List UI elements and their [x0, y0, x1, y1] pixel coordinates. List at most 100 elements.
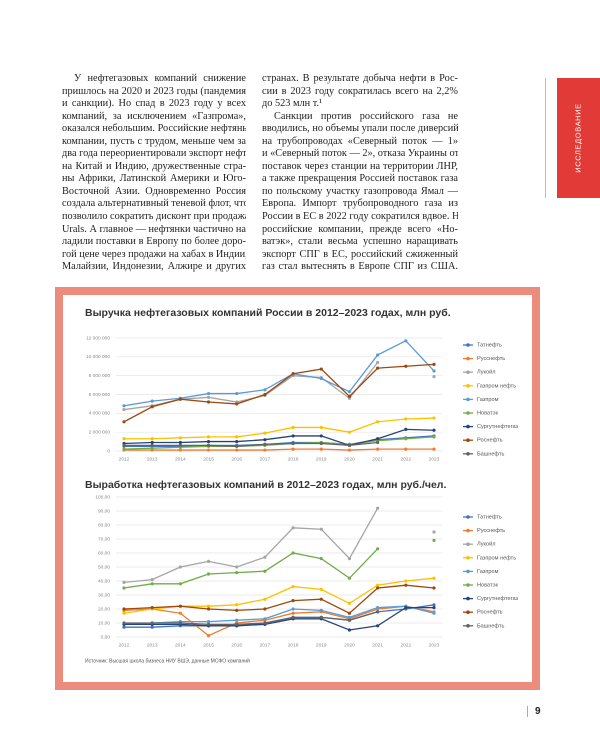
data-point [122, 611, 126, 615]
text-line: до 523 млн т.¹ [262, 98, 323, 110]
data-point [235, 565, 239, 569]
text-column: странах. В результате добыча нефти в Рос… [262, 73, 458, 274]
data-point [432, 576, 436, 580]
x-tick-label: 2012 [119, 642, 130, 648]
data-point [122, 437, 126, 441]
data-point [122, 621, 126, 625]
chart-title: Выручка нефтегазовых компаний России в 2… [85, 307, 451, 319]
legend-label: Татнефть [477, 342, 502, 348]
data-point [122, 443, 126, 447]
data-point [150, 606, 154, 610]
text-line: Европа. Импорт трубопроводного газа из [262, 198, 458, 210]
data-point [291, 372, 295, 376]
data-point [291, 526, 295, 530]
data-point [206, 559, 211, 564]
data-point [347, 443, 352, 447]
y-tick-label: 50,00 [98, 564, 110, 570]
data-point [178, 582, 182, 586]
data-point [376, 353, 380, 357]
data-point [347, 628, 352, 632]
series-line [124, 441, 378, 447]
legend-label: Газпром нефть [477, 383, 516, 389]
data-point [347, 611, 352, 615]
data-point [432, 530, 436, 534]
legend-swatch [466, 356, 470, 361]
text-line: оказался небольшим. Российские нефтяные [62, 123, 246, 135]
x-tick-label: 2012 [119, 456, 130, 462]
x-tick-label: 2019 [316, 456, 327, 462]
data-point [150, 625, 154, 629]
text-line: России в ЕС в 2022 году сократился вдвое… [262, 211, 458, 223]
legend-swatch [466, 624, 470, 628]
y-tick-label: 80,00 [98, 522, 110, 528]
data-point [376, 506, 380, 510]
data-point [432, 611, 436, 615]
legend-swatch [466, 569, 470, 574]
data-point [235, 402, 239, 406]
x-tick-label: 2020 [344, 642, 355, 648]
text-line: и санкции). Но спад в 2023 году у всех [62, 98, 246, 110]
data-point [235, 391, 239, 396]
data-point [206, 391, 211, 396]
data-point [178, 604, 182, 608]
data-point [319, 425, 323, 430]
x-tick-label: 2016 [231, 456, 242, 462]
legend-swatch [466, 610, 470, 614]
data-point [178, 440, 182, 445]
text-line: создала альтернативный теневой флот, что [62, 198, 246, 210]
series-line [124, 508, 434, 582]
y-tick-label: 2 000 000 [89, 429, 111, 435]
data-point [319, 367, 323, 371]
data-point [347, 615, 352, 620]
data-point [235, 439, 239, 444]
legend-label: Русснефть [477, 356, 505, 362]
text-line: компаний, за исключением «Газпрома», [62, 110, 246, 122]
data-point [432, 428, 436, 432]
data-point [178, 621, 182, 625]
text-line: поставок через станции на территории ЛНР… [262, 160, 458, 172]
data-point [291, 611, 295, 615]
text-line: ладили поставки в Европу по более доро- [62, 236, 246, 248]
data-point [178, 565, 182, 569]
data-point [206, 604, 211, 608]
y-tick-label: 70,00 [98, 536, 110, 542]
text-line: ватэк», стали весьма успешно наращивать [262, 236, 458, 248]
data-point [206, 448, 211, 452]
x-tick-label: 2021 [372, 642, 383, 648]
divider [545, 78, 546, 198]
source-note: Источник: Высшая школа бизнеса НИУ ВШЭ, … [85, 657, 250, 664]
legend-label: Сургутнефтегаз [477, 424, 519, 430]
x-tick-label: 2015 [203, 456, 214, 462]
data-point [432, 362, 436, 366]
data-point [319, 597, 323, 601]
series-line [123, 605, 435, 626]
data-point [319, 587, 323, 592]
legend-swatch [466, 452, 470, 456]
data-point [122, 404, 126, 408]
data-point [376, 420, 380, 424]
x-tick-label: 2023 [429, 642, 440, 648]
data-point [347, 430, 352, 434]
data-point [150, 578, 154, 582]
text-line: два года переориентировали экспорт нефти [62, 148, 246, 160]
legend-label: Газпром [477, 397, 499, 403]
data-point [432, 538, 436, 543]
data-point [319, 434, 323, 438]
legend-swatch [466, 528, 470, 533]
data-point [376, 624, 380, 628]
data-point [404, 583, 408, 587]
data-point [376, 447, 380, 451]
data-point [178, 443, 182, 447]
legend-swatch [466, 556, 470, 560]
data-point [319, 608, 323, 613]
data-point [404, 339, 408, 343]
text-line: сии в 2023 году сократилась всего на 2,2… [262, 85, 458, 97]
data-point [404, 364, 408, 368]
data-point [376, 606, 380, 610]
data-point [291, 551, 295, 555]
data-point [178, 436, 182, 440]
data-point [122, 607, 126, 611]
y-tick-label: 100,00 [95, 494, 110, 500]
data-point [263, 448, 267, 452]
data-point [432, 435, 436, 439]
